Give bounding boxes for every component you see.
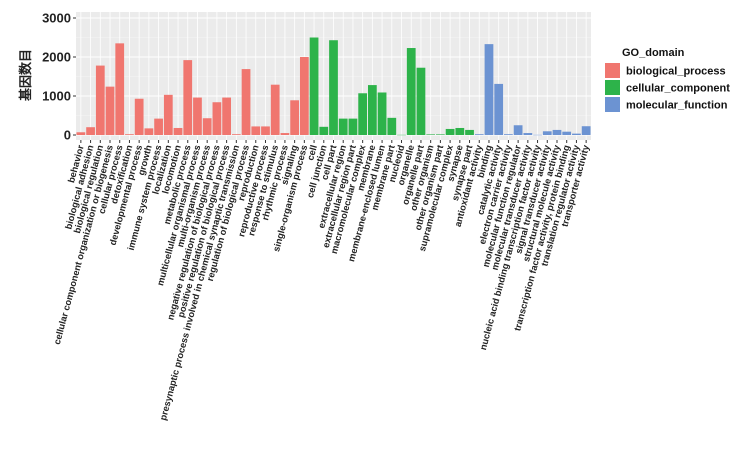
y-axis-title: 基因数目 xyxy=(18,49,33,102)
bar xyxy=(484,44,494,135)
y-tick-label: 0 xyxy=(64,128,71,143)
y-tick-label: 3000 xyxy=(42,11,71,26)
bar xyxy=(581,126,591,135)
bar xyxy=(241,69,251,135)
bar xyxy=(212,102,222,135)
legend-swatch xyxy=(605,97,620,112)
legend-swatch xyxy=(605,80,620,95)
bar xyxy=(95,65,105,135)
bar xyxy=(465,129,474,135)
bar xyxy=(474,134,484,135)
bar xyxy=(105,86,115,135)
legend: GO_domain biological_process cellular_com… xyxy=(605,47,730,112)
bar xyxy=(86,127,95,135)
x-tick-label: cell xyxy=(305,144,319,162)
bar xyxy=(455,127,465,135)
bars xyxy=(76,37,591,136)
bar xyxy=(436,134,445,135)
bar xyxy=(309,37,319,135)
bar xyxy=(329,40,338,136)
legend-title: GO_domain xyxy=(622,47,685,59)
bar xyxy=(261,126,270,135)
bar xyxy=(367,85,377,135)
bar xyxy=(552,129,562,135)
bar xyxy=(338,118,348,135)
bar xyxy=(523,133,533,135)
bar xyxy=(426,134,436,135)
bar xyxy=(572,133,581,135)
bar xyxy=(494,83,504,135)
bar xyxy=(358,93,368,135)
y-axis: 0 1000 2000 3000 xyxy=(42,11,76,143)
bar xyxy=(270,84,280,135)
legend-label: molecular_function xyxy=(626,100,728,112)
bar xyxy=(144,128,154,135)
legend-label: biological_process xyxy=(626,66,726,78)
bar xyxy=(231,134,241,135)
bar xyxy=(319,126,329,135)
bar xyxy=(251,126,261,135)
bar xyxy=(513,125,523,135)
bar xyxy=(163,94,173,135)
bar xyxy=(125,134,134,135)
y-tick-label: 2000 xyxy=(42,50,71,65)
y-tick-label: 1000 xyxy=(42,89,71,104)
bar xyxy=(134,98,144,135)
legend-swatch xyxy=(605,63,620,78)
bar xyxy=(193,97,202,135)
bar xyxy=(290,100,300,135)
bar xyxy=(542,131,552,135)
bar xyxy=(154,118,163,135)
bar xyxy=(280,133,290,135)
bar xyxy=(406,48,416,135)
bar xyxy=(183,60,193,136)
legend-label: cellular_component xyxy=(626,83,730,95)
bar xyxy=(416,67,426,135)
bar xyxy=(504,134,513,135)
bar xyxy=(387,117,397,135)
bar xyxy=(76,132,86,135)
bar xyxy=(202,118,212,135)
bar xyxy=(348,118,358,135)
bar xyxy=(562,131,572,135)
bar xyxy=(299,57,309,135)
bar xyxy=(115,43,125,135)
bar xyxy=(173,127,183,135)
bar xyxy=(377,92,387,135)
bar xyxy=(445,128,455,135)
bar xyxy=(222,97,231,135)
